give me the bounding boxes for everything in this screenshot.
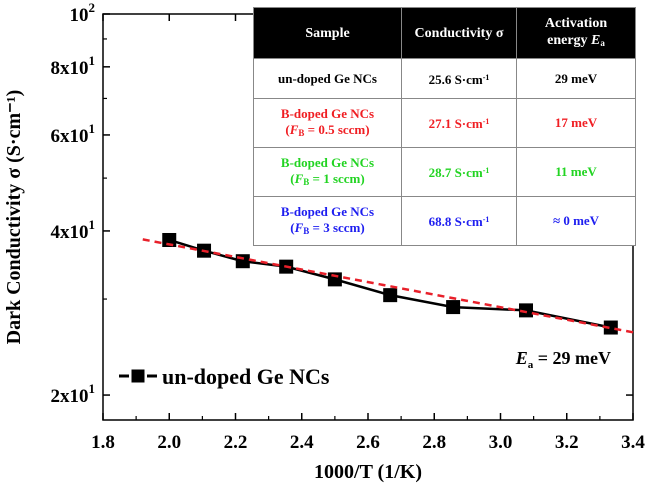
activation-energy-annotation: Ea = 29 meV: [515, 348, 611, 371]
cell-conductivity: 28.7 S·cm-1: [401, 147, 517, 197]
cell-activation-energy: 29 meV: [516, 58, 636, 99]
sample-flow-rate: (FB = 0.5 sccm): [285, 121, 370, 138]
table-row: B-doped Ge NCs (FB = 3 sccm) 68.8 S·cm-1 ≈ …: [253, 196, 636, 246]
data-point: [603, 320, 618, 335]
y-tick-labels: 102 8x101 6x101 4x101 2x101: [51, 0, 96, 407]
table-header-row: Sample Conductivity σ Activation energy E…: [253, 7, 636, 59]
x-tick-label: 2.0: [157, 432, 181, 453]
y-tick-label: 6x101: [51, 121, 96, 147]
sample-name: B-doped Ge NCs: [280, 154, 375, 170]
fit-line: [142, 238, 637, 335]
data-point: [383, 288, 398, 303]
sample-flow-rate: (FB = 3 sccm): [290, 219, 365, 236]
x-tick-label: 3.0: [489, 432, 513, 453]
table-row: B-doped Ge NCs (FB = 0.5 sccm) 27.1 S·cm-1…: [253, 98, 636, 148]
header-conductivity: Conductivity σ: [401, 7, 517, 59]
cell-conductivity: 68.8 S·cm-1: [401, 196, 517, 246]
header-activation-energy: Activation energy Ea: [516, 7, 636, 59]
y-tick-label: 4x101: [51, 217, 96, 243]
legend: un-doped Ge NCs: [119, 364, 330, 389]
annotation-subscript: a: [528, 359, 534, 371]
legend-marker: [131, 369, 145, 383]
legend-label: un-doped Ge NCs: [162, 364, 330, 389]
cell-conductivity: 25.6 S·cm-1: [401, 58, 517, 99]
y-tick-label: 8x101: [51, 53, 96, 79]
annotation-symbol: E: [515, 348, 528, 368]
cell-sample: B-doped Ge NCs (FB = 3 sccm): [253, 196, 402, 246]
data-point: [327, 272, 342, 287]
x-tick-label: 2.4: [290, 432, 314, 453]
table-row: un-doped Ge NCs 25.6 S·cm-1 29 meV: [253, 58, 636, 99]
cell-sample: un-doped Ge NCs: [253, 58, 402, 99]
header-activation-symbol: E: [591, 32, 601, 48]
x-tick-label: 2.6: [356, 432, 380, 453]
x-tick-label: 3.4: [621, 432, 645, 453]
summary-table: Sample Conductivity σ Activation energy E…: [253, 7, 636, 246]
header-activation-line2: energy: [547, 32, 592, 48]
header-activation-sub: a: [600, 37, 605, 48]
cell-activation-energy: ≈ 0 meV: [516, 196, 636, 246]
x-tick-label: 3.2: [555, 432, 579, 453]
data-point: [446, 300, 461, 315]
cell-sample: B-doped Ge NCs (FB = 1 sccm): [253, 147, 402, 197]
x-tick-label: 2.2: [224, 432, 248, 453]
table-row: B-doped Ge NCs (FB = 1 sccm) 28.7 S·cm-1 11…: [253, 147, 636, 197]
annotation-value: = 29 meV: [533, 348, 611, 368]
header-activation-line1: Activation: [544, 15, 608, 31]
header-sample: Sample: [253, 7, 402, 59]
cell-conductivity: 27.1 S·cm-1: [401, 98, 517, 148]
data-point: [162, 232, 177, 247]
sample-name: B-doped Ge NCs: [280, 105, 375, 121]
series-undoped: [162, 232, 618, 335]
x-tick-labels: 1.8 2.0 2.2 2.4 2.6 2.8 3.0 3.2 3.4: [91, 432, 645, 453]
y-tick-label: 2x101: [51, 381, 96, 407]
y-axis-title: Dark Conductivity σ (S·cm⁻¹): [3, 90, 25, 345]
x-axis-title: 1000/T (1/K): [314, 461, 422, 483]
data-point: [519, 303, 534, 318]
x-tick-label: 2.8: [422, 432, 446, 453]
cell-activation-energy: 17 meV: [516, 98, 636, 148]
sample-name: B-doped Ge NCs: [280, 203, 375, 219]
cell-sample: B-doped Ge NCs (FB = 0.5 sccm): [253, 98, 402, 148]
x-tick-label: 1.8: [91, 432, 115, 453]
sample-flow-rate: (FB = 1 sccm): [290, 170, 365, 187]
cell-activation-energy: 11 meV: [516, 147, 636, 197]
y-tick-label: 102: [70, 0, 96, 26]
sample-name: un-doped Ge NCs: [278, 70, 377, 86]
